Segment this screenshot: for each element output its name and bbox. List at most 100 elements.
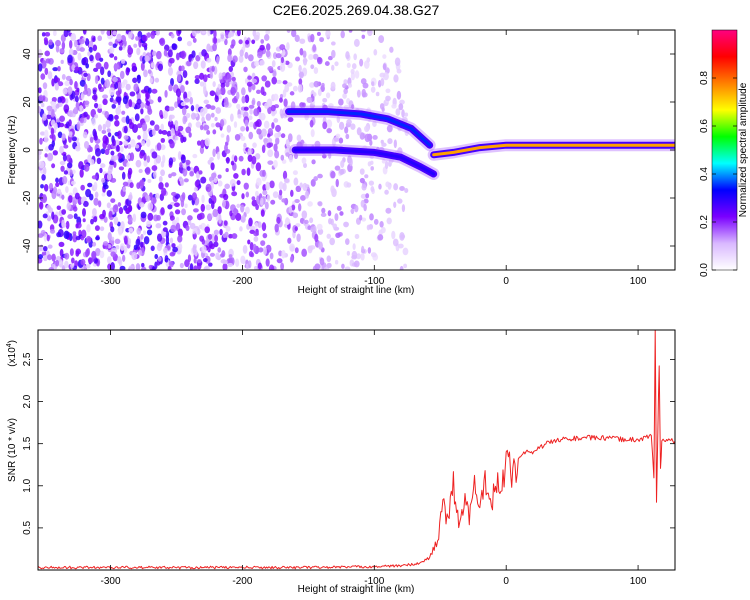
spectrogram-cell bbox=[285, 152, 290, 157]
spectrogram-cell bbox=[87, 257, 94, 264]
spectrogram-cell bbox=[275, 137, 280, 145]
spectrogram-cell bbox=[246, 167, 251, 176]
spectrogram-cell bbox=[187, 91, 192, 98]
spectrogram-cell bbox=[62, 153, 67, 162]
spectrogram-cell bbox=[280, 262, 285, 270]
spectrogram-cell bbox=[155, 192, 160, 199]
spectrogram-cell bbox=[404, 112, 409, 117]
spectrogram-cell bbox=[74, 95, 79, 103]
spectrogram-cell bbox=[300, 194, 306, 201]
spectrogram-cell bbox=[118, 207, 124, 215]
snr-frame bbox=[37, 329, 676, 571]
spectrogram-cell bbox=[235, 258, 240, 267]
spectrogram-cell bbox=[57, 96, 62, 104]
spectrogram-cell bbox=[117, 227, 123, 236]
spectrogram-cell bbox=[146, 155, 151, 163]
spectrogram-cell bbox=[354, 204, 359, 213]
spectrogram-cell bbox=[64, 252, 70, 260]
spectrogram-cell bbox=[101, 192, 106, 197]
spectrogram-cell bbox=[207, 213, 212, 221]
spectrogram-cell bbox=[126, 162, 130, 168]
spectrogram-cell bbox=[213, 37, 218, 45]
spectrogram-cell bbox=[79, 168, 84, 178]
spectrogram-cell bbox=[317, 173, 323, 179]
spectrogram-cell bbox=[311, 159, 316, 165]
spectrogram-cell bbox=[136, 47, 141, 56]
spectrogram-cell bbox=[117, 130, 122, 139]
spectrogram-cell bbox=[282, 80, 288, 85]
spectrogram-cell bbox=[192, 228, 198, 236]
spectrogram-cell bbox=[140, 61, 145, 71]
spectrogram-cell bbox=[225, 156, 230, 164]
spectrogram-cell bbox=[239, 226, 243, 232]
spectrogram-cell bbox=[385, 181, 390, 188]
spectrogram-cell bbox=[88, 40, 94, 49]
spectrogram-cell bbox=[240, 214, 246, 223]
spectrogram-cell bbox=[261, 144, 266, 154]
spectrogram-cell bbox=[141, 42, 148, 48]
spectrogram-cell bbox=[115, 96, 122, 103]
spectrogram-cell bbox=[118, 166, 125, 171]
spectrogram-cell bbox=[378, 35, 385, 43]
spectrogram-cell bbox=[359, 214, 363, 221]
spectrogram-cell bbox=[171, 43, 177, 50]
spectrogram-cell bbox=[399, 186, 405, 191]
spectrogram-cell bbox=[169, 114, 175, 120]
spectrogram-cell bbox=[284, 60, 290, 66]
spectrogram-cell bbox=[304, 219, 309, 225]
spectrogram-cell bbox=[273, 93, 279, 101]
spectrogram-cell bbox=[132, 213, 137, 223]
spectrogram-cell bbox=[255, 203, 259, 211]
spectrogram-cell bbox=[169, 215, 175, 221]
spectrogram-cell bbox=[331, 49, 336, 59]
spectrogram-cell bbox=[292, 85, 298, 92]
spectrogram-cell bbox=[69, 78, 73, 86]
spectrogram-cell bbox=[95, 236, 100, 241]
spectrogram-cell bbox=[117, 81, 122, 90]
spectrogram-cell bbox=[99, 66, 105, 76]
spectrogram-cell bbox=[267, 127, 274, 136]
spectrogram-cell bbox=[160, 207, 165, 216]
spectrogram-cell bbox=[231, 76, 236, 82]
spectrogram-cell bbox=[234, 133, 241, 141]
spectrogram-cell bbox=[38, 154, 41, 161]
spectrogram-cell bbox=[162, 110, 168, 120]
spectrogram-cell bbox=[125, 83, 131, 91]
spectrogram-cell bbox=[215, 122, 221, 128]
spectrogram-cell bbox=[278, 193, 283, 200]
spectrogram-cell bbox=[308, 53, 314, 61]
spectrogram-cell bbox=[243, 66, 248, 73]
spectrogram-cell bbox=[361, 34, 366, 39]
spectrogram-cell bbox=[251, 83, 256, 91]
spectrogram-cell bbox=[129, 182, 134, 189]
spectrogram-cell bbox=[294, 226, 298, 232]
spectrogram-cell bbox=[82, 218, 86, 223]
spectrogram-cell bbox=[240, 255, 246, 265]
spectrogram-cell bbox=[344, 126, 349, 134]
spectrogram-cell bbox=[397, 198, 403, 204]
spectrogram-cell bbox=[310, 179, 316, 187]
spectrogram-cell bbox=[175, 216, 180, 223]
spectrogram-cell bbox=[237, 114, 242, 119]
spectrogram-cell bbox=[399, 265, 404, 270]
spectrogram-cell bbox=[114, 139, 120, 146]
spectrogram-cell bbox=[322, 97, 328, 103]
spectrogram-cell bbox=[241, 87, 246, 96]
spectrogram-cell bbox=[330, 170, 336, 179]
spectrogram-cell bbox=[147, 108, 153, 115]
spectrogram-cell bbox=[62, 87, 68, 95]
spectrogram-cell bbox=[44, 97, 49, 103]
spectrogram-cell bbox=[343, 104, 350, 110]
spectrogram-cell bbox=[255, 153, 261, 160]
spectrogram-cell bbox=[310, 226, 316, 233]
spectrogram-cell bbox=[80, 184, 85, 191]
spectrogram-cell bbox=[73, 213, 78, 220]
spectrogram-cell bbox=[51, 78, 55, 87]
spectrogram-cell bbox=[157, 256, 162, 262]
spectrogram-cell bbox=[42, 113, 47, 121]
spectrogram-cell bbox=[273, 118, 279, 123]
spectrogram-cell bbox=[41, 194, 48, 204]
spectrogram-cell bbox=[245, 191, 250, 198]
spectrogram-cell bbox=[60, 59, 64, 64]
spectrogram-cell bbox=[112, 30, 117, 36]
